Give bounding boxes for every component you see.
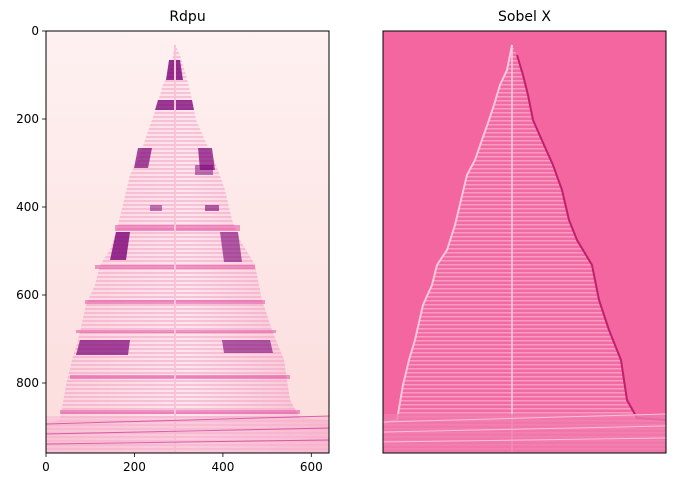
right-panel-title: Sobel X: [498, 9, 551, 25]
y-tick-label-200: 200: [16, 112, 39, 126]
right-image: [383, 31, 666, 453]
left-image: [46, 31, 329, 453]
left-x-ticks: [46, 453, 311, 457]
x-tick-label-400: 400: [211, 460, 234, 474]
y-tick-label-600: 600: [16, 288, 39, 302]
x-tick-label-200: 200: [123, 460, 146, 474]
left-panel-title: Rdpu: [169, 9, 205, 25]
right-panel: Sobel X: [383, 9, 666, 453]
y-tick-label-800: 800: [16, 376, 39, 390]
left-y-tick-labels: 0 200 400 600 800: [16, 24, 39, 390]
left-x-tick-labels: 0 200 400 600: [42, 460, 323, 474]
y-tick-label-0: 0: [31, 24, 39, 38]
x-tick-label-0: 0: [42, 460, 50, 474]
left-panel: Rdpu: [16, 9, 329, 474]
left-y-ticks: [42, 31, 46, 383]
x-tick-label-600: 600: [300, 460, 323, 474]
y-tick-label-400: 400: [16, 200, 39, 214]
right-base: [383, 414, 666, 453]
left-base: [46, 416, 329, 453]
